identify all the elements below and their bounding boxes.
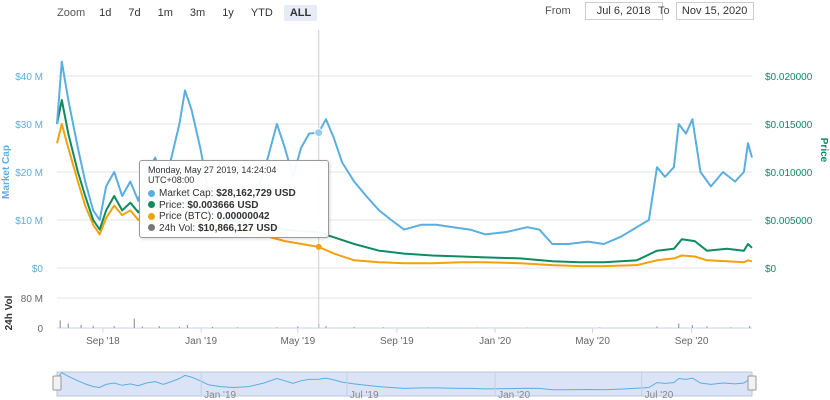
price-btc-point-marker [315,243,322,250]
volume-axis-tick-label: 80 M [21,294,43,305]
tooltip-value: 0.00000042 [216,211,270,222]
x-axis-tick-label: May '20 [575,336,610,347]
tooltip-label: Price (BTC): [159,211,214,222]
volume-bar [599,327,601,328]
volume-bar [141,326,143,328]
tooltip-row-price: Price: $0.003666 USD [148,200,320,212]
price-btc-dot-icon [148,212,155,220]
volume-bar [92,325,94,328]
range-from-label: From [545,5,571,17]
volume-axis-tick-label: 0 [37,324,43,335]
left-axis-tick-label: $30 M [15,120,43,131]
volume-bar [80,325,82,328]
volume-bar [748,326,751,328]
volume-bar [59,320,61,328]
tooltip-label: Price: [159,199,185,211]
navigator-right-handle [747,375,757,391]
tooltip-date: Monday, May 27 2019, 14:24:04 UTC+08:00 [148,165,277,185]
volume-bar [178,326,181,328]
right-axis-tick-label: $0.005000 [765,216,813,227]
left-axis-title: Market Cap [1,145,12,199]
volume-bar [211,326,214,328]
volume-bar [186,325,189,328]
navigator: Jan '19 Jul '19 Jan '20 Jul '20 [52,371,757,400]
volume-bar [236,327,238,328]
volume-bar [325,326,327,328]
right-axis-tick-label: $0.010000 [765,168,813,179]
navigator-tick-label: Jan '19 [204,390,236,400]
range-to-label: To [658,5,670,17]
tooltip-value: $28,162,729 USD [216,188,296,199]
tooltip-value: $0.003666 USD [187,199,259,211]
volume-bar [730,327,732,328]
x-axis-tick-label: Jan '19 [185,336,217,347]
volume-bar [113,326,115,328]
x-axis-tick-label: Sep '20 [675,336,709,347]
tooltip-row-market-cap: Market Cap: $28,162,729 USD [148,188,320,200]
right-axis-tick-label: $0.020000 [765,72,813,83]
left-axis-tick-label: $20 M [15,168,43,179]
volume-bar [133,318,135,328]
x-axis-tick-label: Jan '20 [479,336,511,347]
volume-bar [297,326,299,328]
volume-bar [656,326,658,328]
zoom-bar: Zoom 1d 7d 1m 3m 1y YTD ALL [57,4,322,22]
navigator-left-handle [52,375,62,391]
series-line-price-btc [56,123,753,268]
left-axis-tick-label: $40 M [15,72,43,83]
chart-tooltip: Monday, May 27 2019, 14:24:04 UTC+08:00 … [139,160,329,238]
volume-bar [427,327,429,328]
right-axis-tick-label: $0 [765,264,777,275]
left-axis-tick-label: $0 [32,264,44,275]
volume-bar [276,327,278,328]
zoom-1y-button[interactable]: 1y [222,7,234,19]
volume-bar [382,327,384,328]
x-axis-tick-label: May '19 [280,336,315,347]
range-from: From [545,2,663,20]
navigator-tick-label: Jan '20 [498,390,530,400]
price-dot-icon [148,201,155,209]
market-cap-dot-icon [148,189,155,197]
zoom-1m-button[interactable]: 1m [157,7,173,19]
x-axis-tick-label: Sep '19 [380,336,414,347]
volume-bar [158,326,160,328]
zoom-7d-button[interactable]: 7d [128,7,141,19]
navigator-series-line [56,371,753,391]
volume-bar [353,326,355,328]
zoom-all-button[interactable]: ALL [283,5,318,21]
zoom-1d-button[interactable]: 1d [99,7,112,19]
series-line-market-cap [56,60,753,245]
tooltip-row-price-btc: Price (BTC): 0.00000042 [148,211,320,223]
tooltip-row-volume: 24h Vol: $10,866,127 USD [148,223,320,235]
right-axis-title: Price [818,138,829,163]
range-from-input[interactable] [584,2,663,20]
left-axis-tick-label: $10 M [15,216,43,227]
volume-bar [706,326,708,328]
range-to-input[interactable] [675,2,754,20]
volume-axis-title: 24h Vol [4,295,15,330]
volume-dot-icon [148,224,155,232]
tooltip-value: $10,866,127 USD [197,222,278,234]
zoom-3m-button[interactable]: 3m [189,7,206,19]
zoom-label: Zoom [57,7,86,19]
range-to: To [658,2,754,20]
volume-bar [678,323,680,328]
right-axis-tick-label: $0.015000 [765,120,813,131]
navigator-tick-label: Jul '20 [645,390,674,400]
volume-bar [67,323,69,328]
tooltip-label: Market Cap: [159,188,214,199]
tooltip-label: 24h Vol: [159,222,196,234]
market-cap-point-marker [314,128,324,138]
x-axis-tick-label: Sep '18 [86,336,120,347]
navigator-tick-label: Jul '19 [350,390,379,400]
zoom-ytd-button[interactable]: YTD [250,7,273,19]
volume-bar [691,325,694,328]
